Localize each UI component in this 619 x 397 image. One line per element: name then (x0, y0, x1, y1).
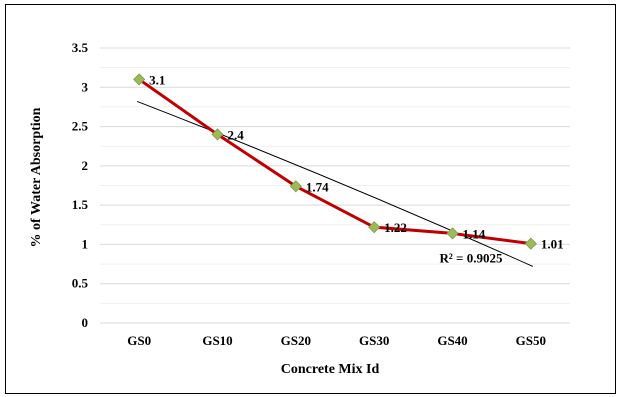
data-label: 1.74 (306, 179, 329, 194)
x-tick-label: GS30 (359, 333, 389, 348)
y-tick-label: 2.5 (72, 119, 89, 134)
x-tick-label: GS20 (281, 333, 311, 348)
data-label: 1.01 (541, 237, 564, 252)
data-labels: 3.1 2.4 1.74 1.22 1.14 1.01 (149, 72, 563, 251)
data-point (211, 128, 224, 141)
data-point (368, 221, 381, 234)
y-tick-label: 3.5 (72, 40, 89, 55)
y-tick-label: 2 (82, 158, 89, 173)
y-axis-ticks: 0 0.5 1 1.5 2 2.5 3 3.5 (72, 40, 89, 330)
y-tick-label: 1.5 (72, 197, 89, 212)
data-point (133, 73, 146, 86)
data-markers (133, 73, 537, 250)
x-axis-ticks: GS0 GS10 GS20 GS30 GS40 GS50 (127, 333, 546, 348)
data-label: 1.14 (463, 226, 486, 241)
y-tick-label: 3 (82, 79, 89, 94)
gridlines (100, 47, 570, 324)
data-point (524, 237, 537, 250)
trendline-equation: R² = 0.9025 (440, 251, 503, 266)
x-tick-label: GS0 (127, 333, 151, 348)
x-axis-title: Concrete Mix Id (281, 362, 380, 377)
y-tick-label: 1 (82, 236, 89, 251)
data-label: 2.4 (228, 127, 245, 142)
y-tick-label: 0 (82, 315, 89, 330)
x-tick-label: GS40 (437, 333, 467, 348)
y-tick-label: 0.5 (72, 276, 89, 291)
data-label: 3.1 (149, 72, 165, 87)
series-line (138, 78, 532, 246)
y-axis-title: % of Water Absorption (29, 107, 44, 247)
x-tick-label: GS50 (516, 333, 546, 348)
chart-frame (5, 4, 616, 394)
data-point (446, 227, 459, 240)
trendline (136, 100, 534, 267)
data-point (289, 180, 302, 193)
x-tick-label: GS10 (202, 333, 232, 348)
data-label: 1.22 (384, 220, 407, 235)
